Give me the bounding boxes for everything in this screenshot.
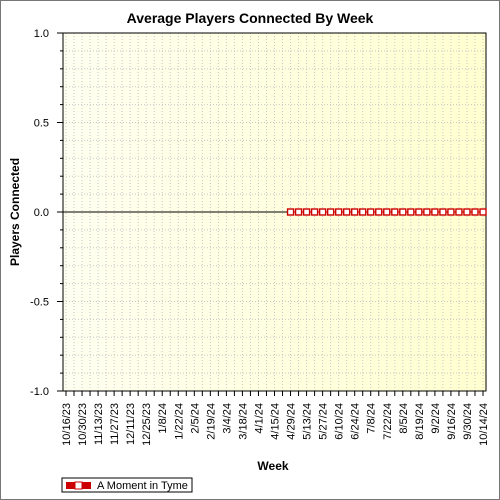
x-tick-label: 1/8/24 xyxy=(157,403,169,434)
x-tick-label: 6/10/24 xyxy=(334,403,346,440)
data-point xyxy=(286,208,295,216)
x-tick-label: 4/15/24 xyxy=(270,403,282,440)
x-tick-label: 7/22/24 xyxy=(382,403,394,440)
data-point xyxy=(439,208,447,216)
data-point xyxy=(391,208,399,216)
x-tick-label: 12/11/23 xyxy=(125,403,137,445)
x-tick-label: 10/14/24 xyxy=(478,403,490,446)
data-point xyxy=(471,208,479,216)
x-tick-label: 2/5/24 xyxy=(189,403,201,434)
y-tick-label: 0.0 xyxy=(34,207,49,219)
data-point xyxy=(334,208,343,216)
x-tick-label: 4/1/24 xyxy=(253,403,265,434)
x-tick-label: 8/19/24 xyxy=(414,403,426,440)
data-point xyxy=(302,208,311,216)
data-point xyxy=(342,208,351,216)
x-tick-label: 3/4/24 xyxy=(221,403,233,434)
x-tick-label: 9/2/24 xyxy=(430,403,442,434)
y-axis-label: Players Connected xyxy=(8,158,22,266)
data-point xyxy=(415,208,423,216)
y-tick-label: -1.0 xyxy=(30,386,49,398)
legend-swatch-marker xyxy=(74,481,83,490)
x-tick-label: 9/16/24 xyxy=(446,403,458,440)
data-point xyxy=(310,208,319,216)
data-point xyxy=(326,208,335,216)
legend: A Moment in Tyme xyxy=(61,477,193,493)
data-point xyxy=(375,208,383,216)
x-tick-label: 9/30/24 xyxy=(462,403,474,440)
x-tick-label: 11/13/23 xyxy=(93,403,105,445)
data-point xyxy=(318,208,327,216)
data-point xyxy=(399,208,407,216)
x-tick-label: 3/18/24 xyxy=(237,403,249,440)
y-tick-label: 0.5 xyxy=(34,118,49,130)
x-tick-label: 7/8/24 xyxy=(366,403,378,434)
x-axis-label: Week xyxy=(257,459,288,473)
y-tick-label: 1.0 xyxy=(34,28,49,40)
x-tick-label: 5/27/24 xyxy=(318,403,330,440)
legend-label: A Moment in Tyme xyxy=(97,480,188,492)
data-point xyxy=(447,208,455,216)
x-tick-label: 12/25/23 xyxy=(141,403,153,446)
data-point xyxy=(294,208,303,216)
x-tick-label: 6/24/24 xyxy=(350,403,362,440)
data-point xyxy=(407,208,415,216)
x-tick-label: 10/30/23 xyxy=(77,403,89,446)
x-tick-label: 1/22/24 xyxy=(173,403,185,440)
data-point xyxy=(350,208,359,216)
series-group xyxy=(286,208,487,216)
data-point xyxy=(367,208,375,216)
data-point xyxy=(359,208,367,216)
y-tick-labels: 1.0 0.5 0.0 -0.5 -1.0 xyxy=(30,28,49,398)
data-point xyxy=(479,208,487,216)
data-point xyxy=(455,208,463,216)
x-tick-label: 11/27/23 xyxy=(109,403,121,445)
y-tick-label: -0.5 xyxy=(30,297,49,309)
x-tick-labels: 10/16/23 10/30/23 11/13/23 11/27/23 12/11/23… xyxy=(61,403,490,446)
x-tick-label: 10/16/23 xyxy=(61,403,73,446)
x-tick-label: 2/19/24 xyxy=(205,403,217,440)
data-point xyxy=(383,208,391,216)
legend-swatch xyxy=(66,481,91,490)
chart-title: Average Players Connected By Week xyxy=(127,10,374,26)
x-tick-label: 4/29/24 xyxy=(286,403,298,440)
legend-box xyxy=(61,477,193,493)
x-tick-label: 5/13/24 xyxy=(302,403,314,440)
x-tick-label: 8/5/24 xyxy=(398,403,410,434)
data-point xyxy=(423,208,431,216)
data-point xyxy=(431,208,439,216)
data-point xyxy=(463,208,471,216)
